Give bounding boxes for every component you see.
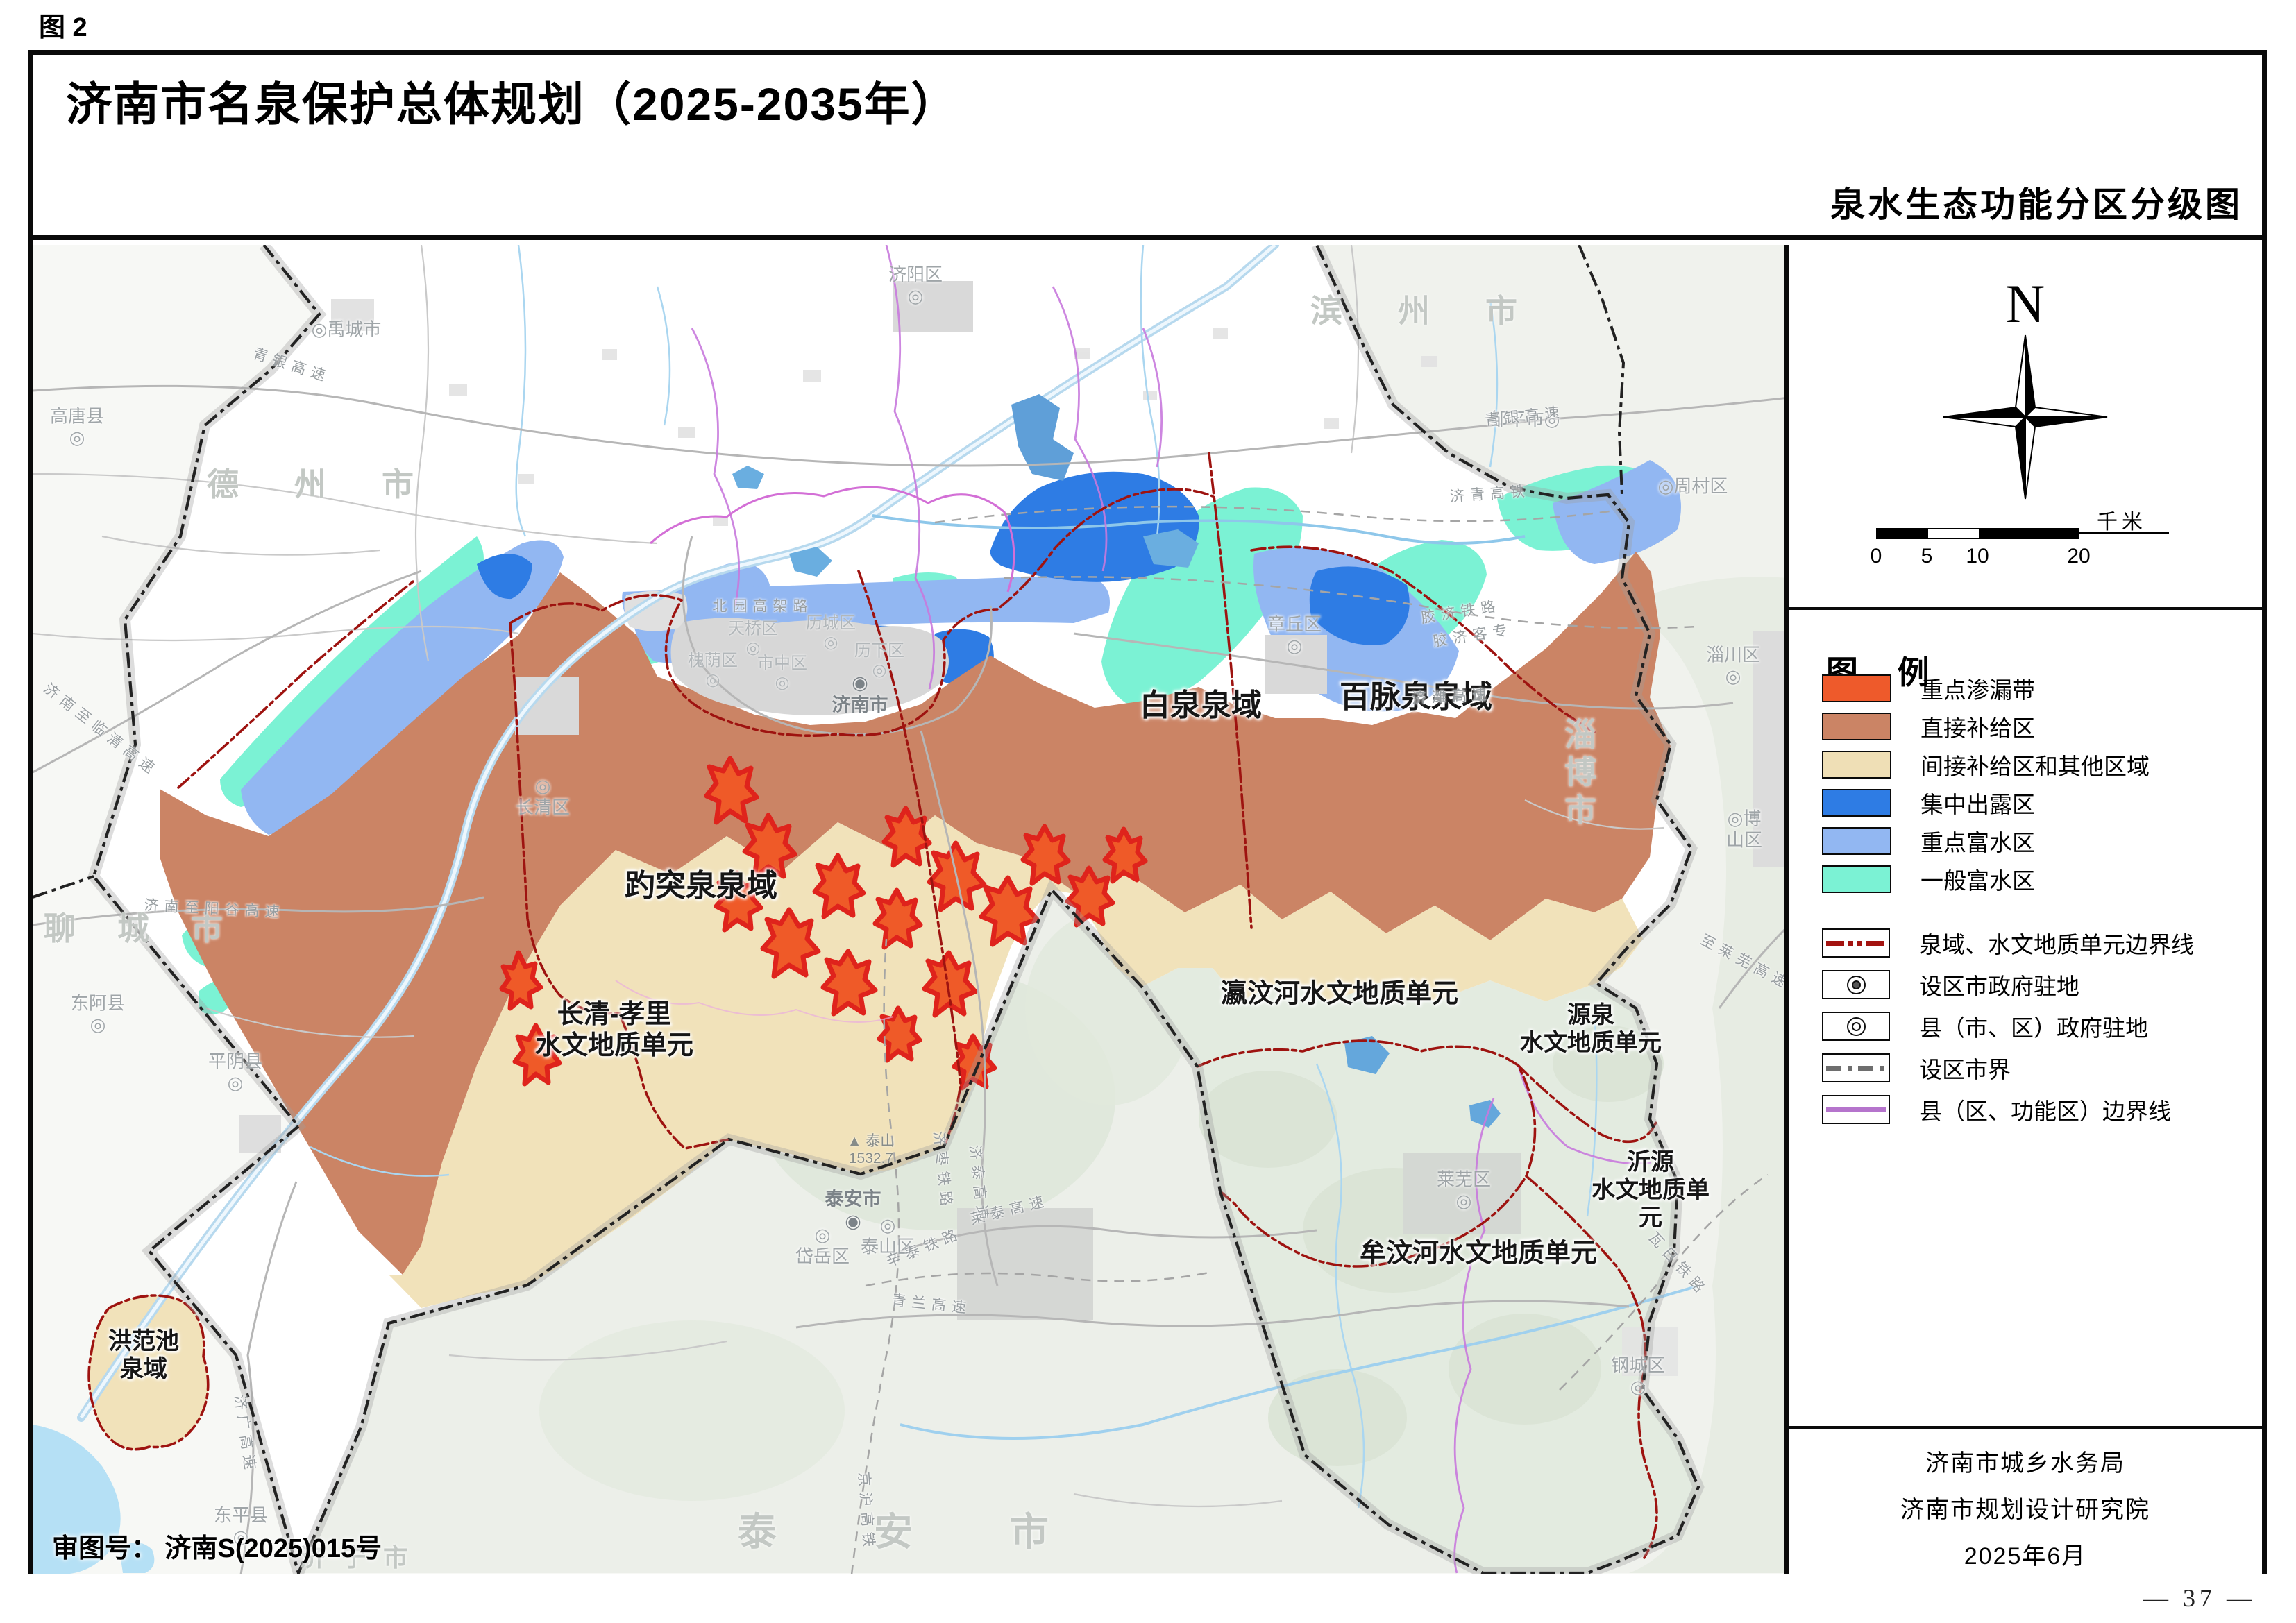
- city-boundary-symbol: [1822, 1053, 1890, 1082]
- legend-item-direct-recharge-zone: 直接补给区: [1822, 711, 2035, 742]
- page-number: — 37 —: [2143, 1584, 2256, 1612]
- credits-agency: 济南市城乡水务局: [1925, 1450, 2125, 1477]
- key-seepage-belt-label: 重点渗漏带: [1921, 677, 2035, 703]
- key-rich-water-zone-label: 重点富水区: [1921, 830, 2035, 856]
- legend-item-indirect-recharge-zone: 间接补给区和其他区域: [1822, 749, 2150, 780]
- page-subtitle: 泉水生态功能分区分级图: [1830, 185, 2243, 224]
- legend-item-key-rich-water-zone: 重点富水区: [1822, 826, 2035, 856]
- compass-star-icon: [1943, 334, 2108, 500]
- general-rich-water-zone-swatch: [1822, 865, 1891, 893]
- county-boundary-symbol: [1822, 1095, 1890, 1124]
- county-boundary-label: 县（区、功能区）边界线: [1919, 1098, 2171, 1124]
- map-canvas[interactable]: 白泉泉域 百脉泉泉域 趵突泉泉域 长清-孝里 水文地质单元 瀛汶河水文地质单元 源泉 水文…: [33, 245, 1789, 1574]
- concentrated-outcrop-zone-swatch: [1822, 789, 1891, 817]
- inside-terrain-southeast: [1142, 968, 1698, 1573]
- legend-panel: N 千米 0 5 10 20 图 例 重点渗漏带 直接补给区 间接补给区和其他区域集…: [1784, 245, 2262, 1574]
- expressways: [33, 384, 1789, 1574]
- pink-county-line: [615, 980, 894, 1023]
- urban-county-ring: [649, 486, 1015, 593]
- zone-key-seepage: [499, 756, 1148, 1091]
- scale-tick-10: 10: [1966, 545, 1989, 568]
- concentrated-outcrop-zone-label: 集中出露区: [1921, 792, 2035, 817]
- approval-number: 审图号： 济南S(2025)015号: [52, 1534, 382, 1563]
- page-title: 济南市名泉保护总体规划（2025-2035年）: [66, 78, 959, 130]
- map-sheet-frame: 济南市名泉保护总体规划（2025-2035年） 泉水生态功能分区分级图: [28, 50, 2267, 1574]
- legend-item-spring-hydro-boundary: 泉域、水文地质单元边界线: [1822, 928, 2194, 958]
- spring-boundaries: [87, 452, 1658, 1559]
- compass-rose: N: [1921, 273, 2129, 502]
- scale-bar-strip: [1876, 528, 2079, 539]
- indirect-recharge-zone-swatch: [1822, 751, 1891, 779]
- scale-tick-20: 20: [2067, 545, 2091, 568]
- city-boundary-label: 设区市界: [1919, 1057, 2011, 1082]
- direct-recharge-zone-swatch: [1822, 713, 1891, 740]
- general-rich-water-zone-label: 一般富水区: [1921, 868, 2035, 894]
- scale-unit-line: [2079, 532, 2169, 534]
- scale-tick-0: 0: [1870, 545, 1882, 568]
- legend-item-county-government-seat: 县（市、区）政府驻地: [1822, 1011, 2148, 1042]
- legend-item-key-seepage-belt: 重点渗漏带: [1822, 673, 2035, 704]
- legend-item-city-government-seat: 设区市政府驻地: [1822, 969, 2079, 1000]
- figure-label: 图 2: [39, 13, 87, 42]
- legend-item-concentrated-outcrop-zone: 集中出露区: [1822, 788, 2035, 818]
- spring-hydro-boundary-label: 泉域、水文地质单元边界线: [1919, 932, 2194, 958]
- county-government-seat-symbol: [1822, 1012, 1890, 1041]
- road-network: [33, 245, 1664, 1508]
- railways: [850, 505, 1769, 1574]
- scale-bar: 千米 0 5 10 20: [1871, 511, 2169, 571]
- key-rich-water-zone-swatch: [1822, 827, 1891, 855]
- scale-tick-5: 5: [1921, 545, 1933, 568]
- credits-date: 2025年6月: [1964, 1543, 2087, 1570]
- indirect-recharge-zone-label: 间接补给区和其他区域: [1921, 754, 2150, 779]
- city-boundary: [33, 245, 1705, 1574]
- legend-item-county-boundary: 县（区、功能区）边界线: [1822, 1094, 2171, 1125]
- key-seepage-belt-swatch: [1822, 674, 1891, 702]
- city-government-seat-symbol: [1822, 970, 1890, 999]
- north-label: N: [2005, 273, 2045, 334]
- county-government-seat-label: 县（市、区）政府驻地: [1919, 1015, 2148, 1041]
- zone-indirect-recharge: [89, 815, 1643, 1450]
- sheet-header: 济南市名泉保护总体规划（2025-2035年） 泉水生态功能分区分级图: [33, 55, 2262, 240]
- panel-divider-bottom: [1789, 1426, 2262, 1429]
- legend-item-city-boundary: 设区市界: [1822, 1053, 2011, 1083]
- scale-unit: 千米: [2097, 511, 2147, 534]
- legend-item-general-rich-water-zone: 一般富水区: [1822, 864, 2035, 894]
- spring-hydro-boundary-symbol: [1822, 928, 1890, 958]
- panel-divider-top: [1789, 607, 2262, 610]
- city-government-seat-label: 设区市政府驻地: [1919, 974, 2079, 999]
- direct-recharge-zone-label: 直接补给区: [1921, 715, 2035, 741]
- credits-block: 济南市城乡水务局 济南市规划设计研究院 2025年6月: [1789, 1431, 2262, 1571]
- map-svg: [33, 245, 1789, 1574]
- credits-institute: 济南市规划设计研究院: [1900, 1497, 2150, 1523]
- water-features: [33, 245, 1699, 1574]
